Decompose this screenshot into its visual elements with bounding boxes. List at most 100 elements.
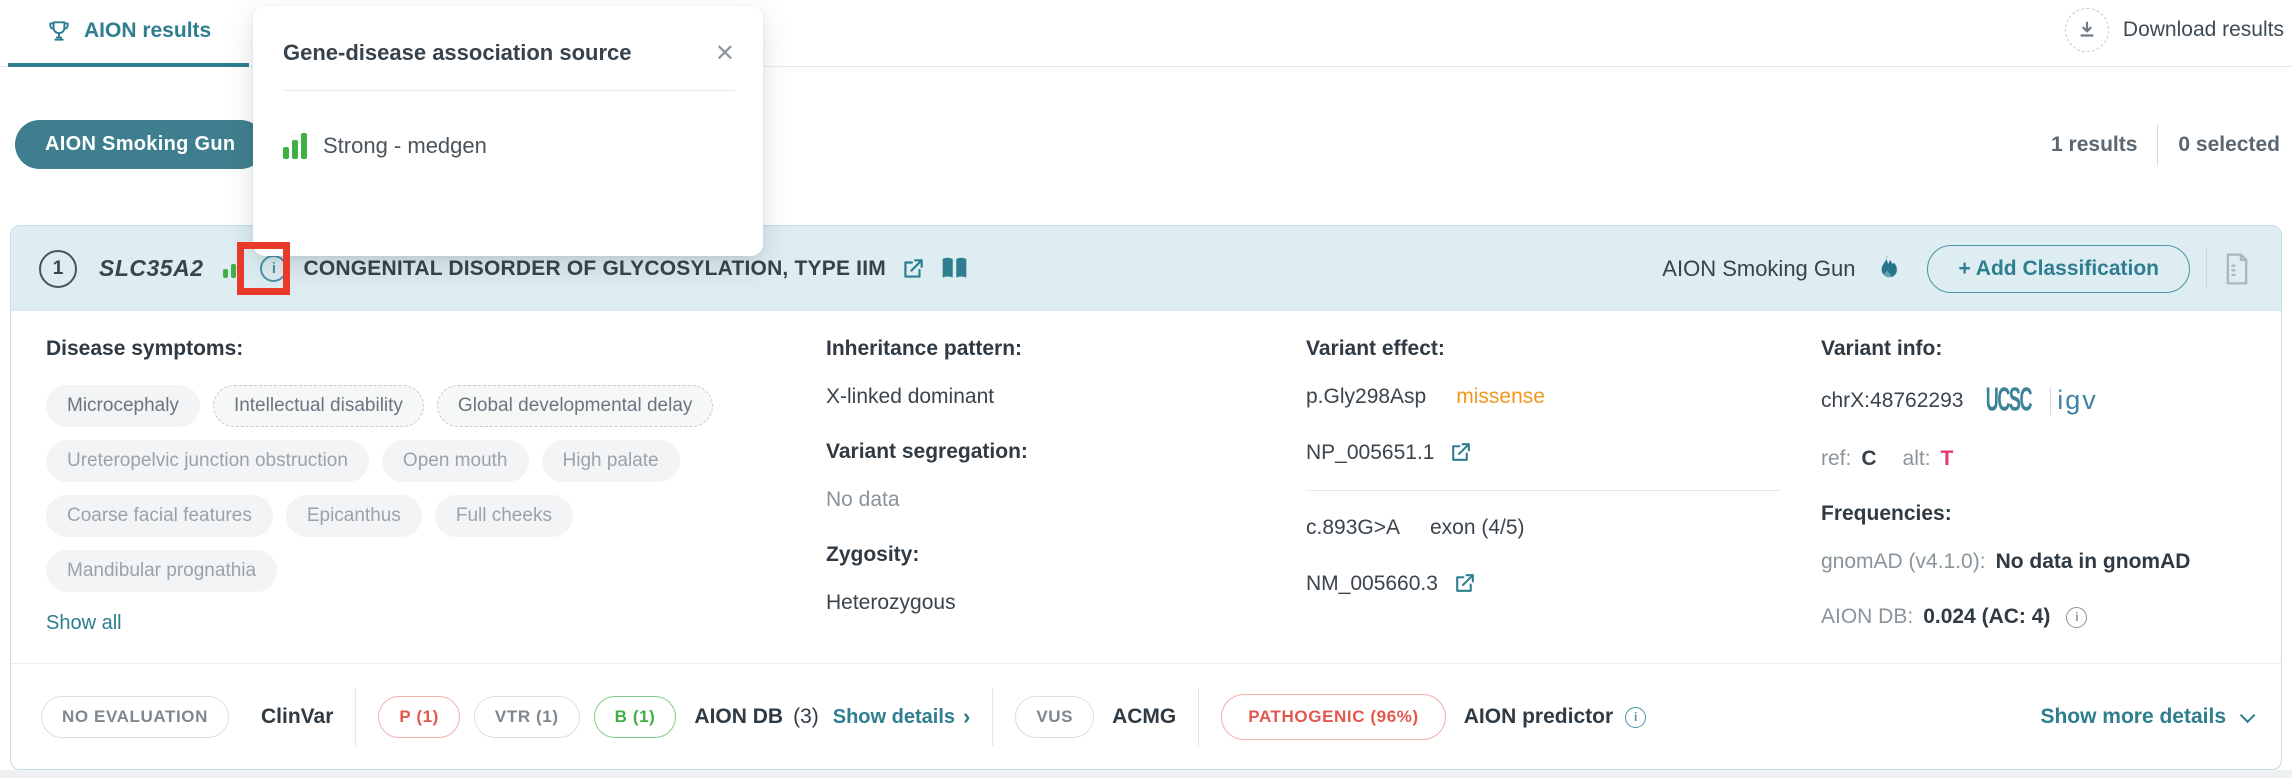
counts-divider — [2157, 123, 2159, 166]
cdna-change: c.893G>A — [1306, 516, 1400, 539]
page-bottom-strip — [0, 770, 2292, 778]
aion-db-count: (3) — [793, 705, 819, 728]
variant-effect-column: Variant effect: p.Gly298Asp missense NP_… — [1306, 337, 1821, 663]
result-index-badge: 1 — [39, 249, 77, 288]
benign-count-pill: B (1) — [593, 696, 677, 738]
tab-aion-results[interactable]: AION results — [8, 0, 250, 67]
gnomad-label: gnomAD (v4.1.0): — [1821, 550, 1986, 573]
symptom-pills: Microcephaly Intellectual disability Glo… — [46, 385, 806, 592]
selected-count: 0 selected — [2178, 132, 2280, 156]
protein-external-link-icon[interactable] — [1448, 440, 1473, 465]
trophy-icon — [46, 18, 72, 44]
symptom-pill: Intellectual disability — [212, 385, 424, 427]
smoking-gun-tag: AION Smoking Gun — [1662, 255, 1856, 281]
symptom-pill: Coarse facial features — [46, 495, 273, 537]
clinvar-label: ClinVar — [261, 705, 334, 728]
show-details-label: Show details — [832, 705, 955, 728]
show-details-link[interactable]: Show details › — [833, 706, 971, 729]
genomic-position: chrX:48762293 — [1821, 388, 1964, 412]
close-icon[interactable]: ✕ — [714, 40, 735, 67]
add-classification-button[interactable]: + Add Classification — [1927, 244, 2190, 293]
symptom-pill: Ureteropelvic junction obstruction — [46, 440, 369, 482]
predictor-info-icon[interactable]: i — [1625, 706, 1647, 728]
acmg-status-pill: VUS — [1015, 696, 1095, 738]
download-results-button[interactable]: Download results — [2064, 8, 2284, 52]
symptom-pill: Mandibular prognathia — [46, 550, 278, 592]
consequence-missense: missense — [1456, 385, 1545, 408]
variant-effect-divider — [1306, 490, 1781, 491]
predictor-status-pill: PATHOGENIC (96%) — [1221, 694, 1446, 740]
clinvar-status-pill: NO EVALUATION — [41, 696, 229, 738]
symptoms-column: Disease symptoms: Microcephaly Intellect… — [46, 337, 826, 663]
show-more-details-link[interactable]: Show more details — [2040, 705, 2256, 729]
symptom-pill: Microcephaly — [46, 385, 200, 427]
tab-label: AION results — [84, 19, 212, 42]
link-divider — [2050, 386, 2052, 415]
igv-link[interactable]: igv — [2057, 385, 2098, 415]
results-toolbar: AION Smoking Gun 1 results 0 selected — [15, 120, 2280, 169]
flame-icon — [1873, 254, 1901, 284]
popup-divider — [283, 90, 735, 91]
result-header-right: AION Smoking Gun + Add Classification — [1662, 244, 2253, 293]
highlight-annotation-box — [237, 242, 290, 295]
ucsc-browser-link[interactable]: UCSC — [1986, 381, 2033, 419]
popup-title: Gene-disease association source — [283, 40, 632, 65]
show-all-link[interactable]: Show all — [46, 612, 122, 634]
exon-info: exon (4/5) — [1429, 516, 1525, 539]
inheritance-pattern-title: Inheritance pattern: — [826, 337, 1023, 360]
download-label: Download results — [2122, 18, 2284, 41]
alt-allele: T — [1940, 447, 1954, 470]
transcript-external-link-icon[interactable] — [1452, 571, 1477, 596]
popup-header: Gene-disease association source ✕ — [283, 40, 735, 66]
alt-label: alt: — [1902, 447, 1931, 470]
variant-info-title: Variant info: — [1821, 337, 1943, 360]
frequencies-title: Frequencies: — [1821, 502, 1952, 525]
variant-info-column: Variant info: chrX:48762293 UCSC igv ref… — [1821, 337, 2261, 663]
symptom-pill: Full cheeks — [434, 495, 573, 537]
zygosity-value: Heterozygous — [826, 591, 956, 614]
ref-label: ref: — [1821, 447, 1852, 470]
result-details: Disease symptoms: Microcephaly Intellect… — [11, 311, 2281, 663]
gene-disease-source-popup: Gene-disease association source ✕ Strong… — [253, 6, 763, 256]
inheritance-column: Inheritance pattern: X-linked dominant V… — [826, 337, 1306, 663]
inheritance-pattern-value: X-linked dominant — [826, 385, 995, 408]
aion-db-freq-label: AION DB: — [1821, 605, 1914, 628]
evaluation-divider — [11, 663, 2281, 664]
aion-db-freq-value: 0.024 (AC: 4) — [1923, 605, 2051, 628]
ref-allele: C — [1861, 447, 1877, 470]
acmg-label: ACMG — [1112, 705, 1177, 728]
chevron-right-icon: › — [963, 704, 971, 729]
symptom-pill: Open mouth — [381, 440, 529, 482]
association-strength-label: Strong - medgen — [323, 133, 487, 158]
header-divider — [2206, 247, 2207, 290]
aion-db-label: AION DB — [694, 705, 784, 728]
symptom-pill: High palate — [541, 440, 680, 482]
transcript-accession: NM_005660.3 — [1306, 571, 1438, 595]
frequency-info-icon[interactable]: i — [2066, 606, 2088, 628]
vtr-count-pill: VTR (1) — [473, 696, 580, 738]
evaluation-bar: NO EVALUATION ClinVar P (1) VTR (1) B (1… — [11, 664, 2281, 770]
results-count: 1 results — [2051, 132, 2138, 156]
symptom-pill: Global developmental delay — [436, 385, 714, 427]
results-counts: 1 results 0 selected — [2051, 123, 2280, 166]
result-card: 1 SLC35A2 i CONGENITAL DISORDER OF GLYCO… — [10, 225, 2282, 770]
variant-effect-title: Variant effect: — [1306, 337, 1445, 360]
protein-accession: NP_005651.1 — [1306, 440, 1435, 464]
pathogenic-count-pill: P (1) — [378, 696, 460, 738]
association-source-row: Strong - medgen — [283, 133, 735, 159]
external-link-icon[interactable] — [900, 256, 926, 282]
tab-bar: AION results Download results — [0, 0, 2292, 67]
eval-divider — [1198, 688, 1200, 746]
download-icon — [2064, 8, 2109, 52]
protein-change: p.Gly298Asp — [1306, 385, 1427, 408]
symptom-pill: Epicanthus — [285, 495, 422, 537]
chevron-down-icon — [2239, 707, 2256, 723]
gnomad-value: No data in gnomAD — [1995, 550, 2191, 573]
aion-predictor-label: AION predictor — [1463, 705, 1614, 728]
report-note-icon[interactable] — [2221, 252, 2253, 286]
strength-bars-icon — [283, 133, 307, 159]
book-icon[interactable] — [940, 256, 969, 282]
filter-pill-aion-smoking-gun[interactable]: AION Smoking Gun — [15, 120, 266, 169]
symptoms-title: Disease symptoms: — [46, 337, 244, 360]
